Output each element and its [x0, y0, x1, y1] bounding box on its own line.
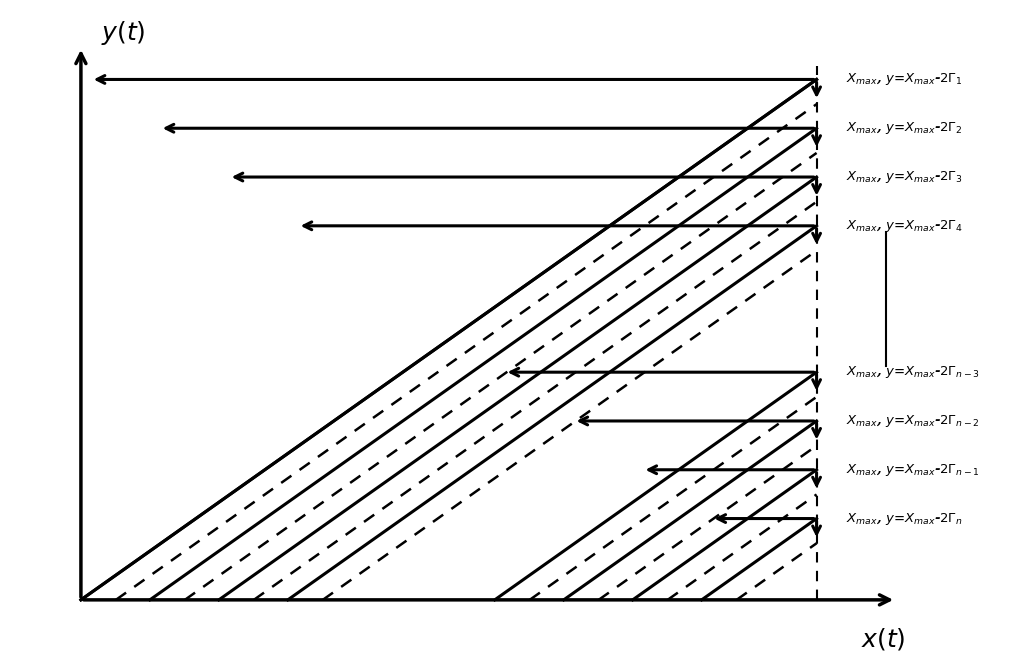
Text: $X_{max}$, $y$=$X_{max}$-$2\Gamma_1$: $X_{max}$, $y$=$X_{max}$-$2\Gamma_1$ — [847, 71, 963, 88]
Text: $X_{max}$, $y$=$X_{max}$-$2\Gamma_{n-2}$: $X_{max}$, $y$=$X_{max}$-$2\Gamma_{n-2}$ — [847, 413, 980, 429]
Text: $\mathit{y(t)}$: $\mathit{y(t)}$ — [101, 19, 146, 47]
Text: $X_{max}$, $y$=$X_{max}$-$2\Gamma_{n-3}$: $X_{max}$, $y$=$X_{max}$-$2\Gamma_{n-3}$ — [847, 364, 981, 380]
Text: $X_{max}$, $y$=$X_{max}$-$2\Gamma_n$: $X_{max}$, $y$=$X_{max}$-$2\Gamma_n$ — [847, 511, 963, 527]
Text: $X_{max}$, $y$=$X_{max}$-$2\Gamma_2$: $X_{max}$, $y$=$X_{max}$-$2\Gamma_2$ — [847, 120, 962, 136]
Text: $X_{max}$, $y$=$X_{max}$-$2\Gamma_{n-1}$: $X_{max}$, $y$=$X_{max}$-$2\Gamma_{n-1}$ — [847, 462, 981, 478]
Text: $X_{max}$, $y$=$X_{max}$-$2\Gamma_4$: $X_{max}$, $y$=$X_{max}$-$2\Gamma_4$ — [847, 218, 963, 234]
Text: $\mathit{x(t)}$: $\mathit{x(t)}$ — [861, 626, 906, 652]
Text: $X_{max}$, $y$=$X_{max}$-$2\Gamma_3$: $X_{max}$, $y$=$X_{max}$-$2\Gamma_3$ — [847, 169, 963, 185]
